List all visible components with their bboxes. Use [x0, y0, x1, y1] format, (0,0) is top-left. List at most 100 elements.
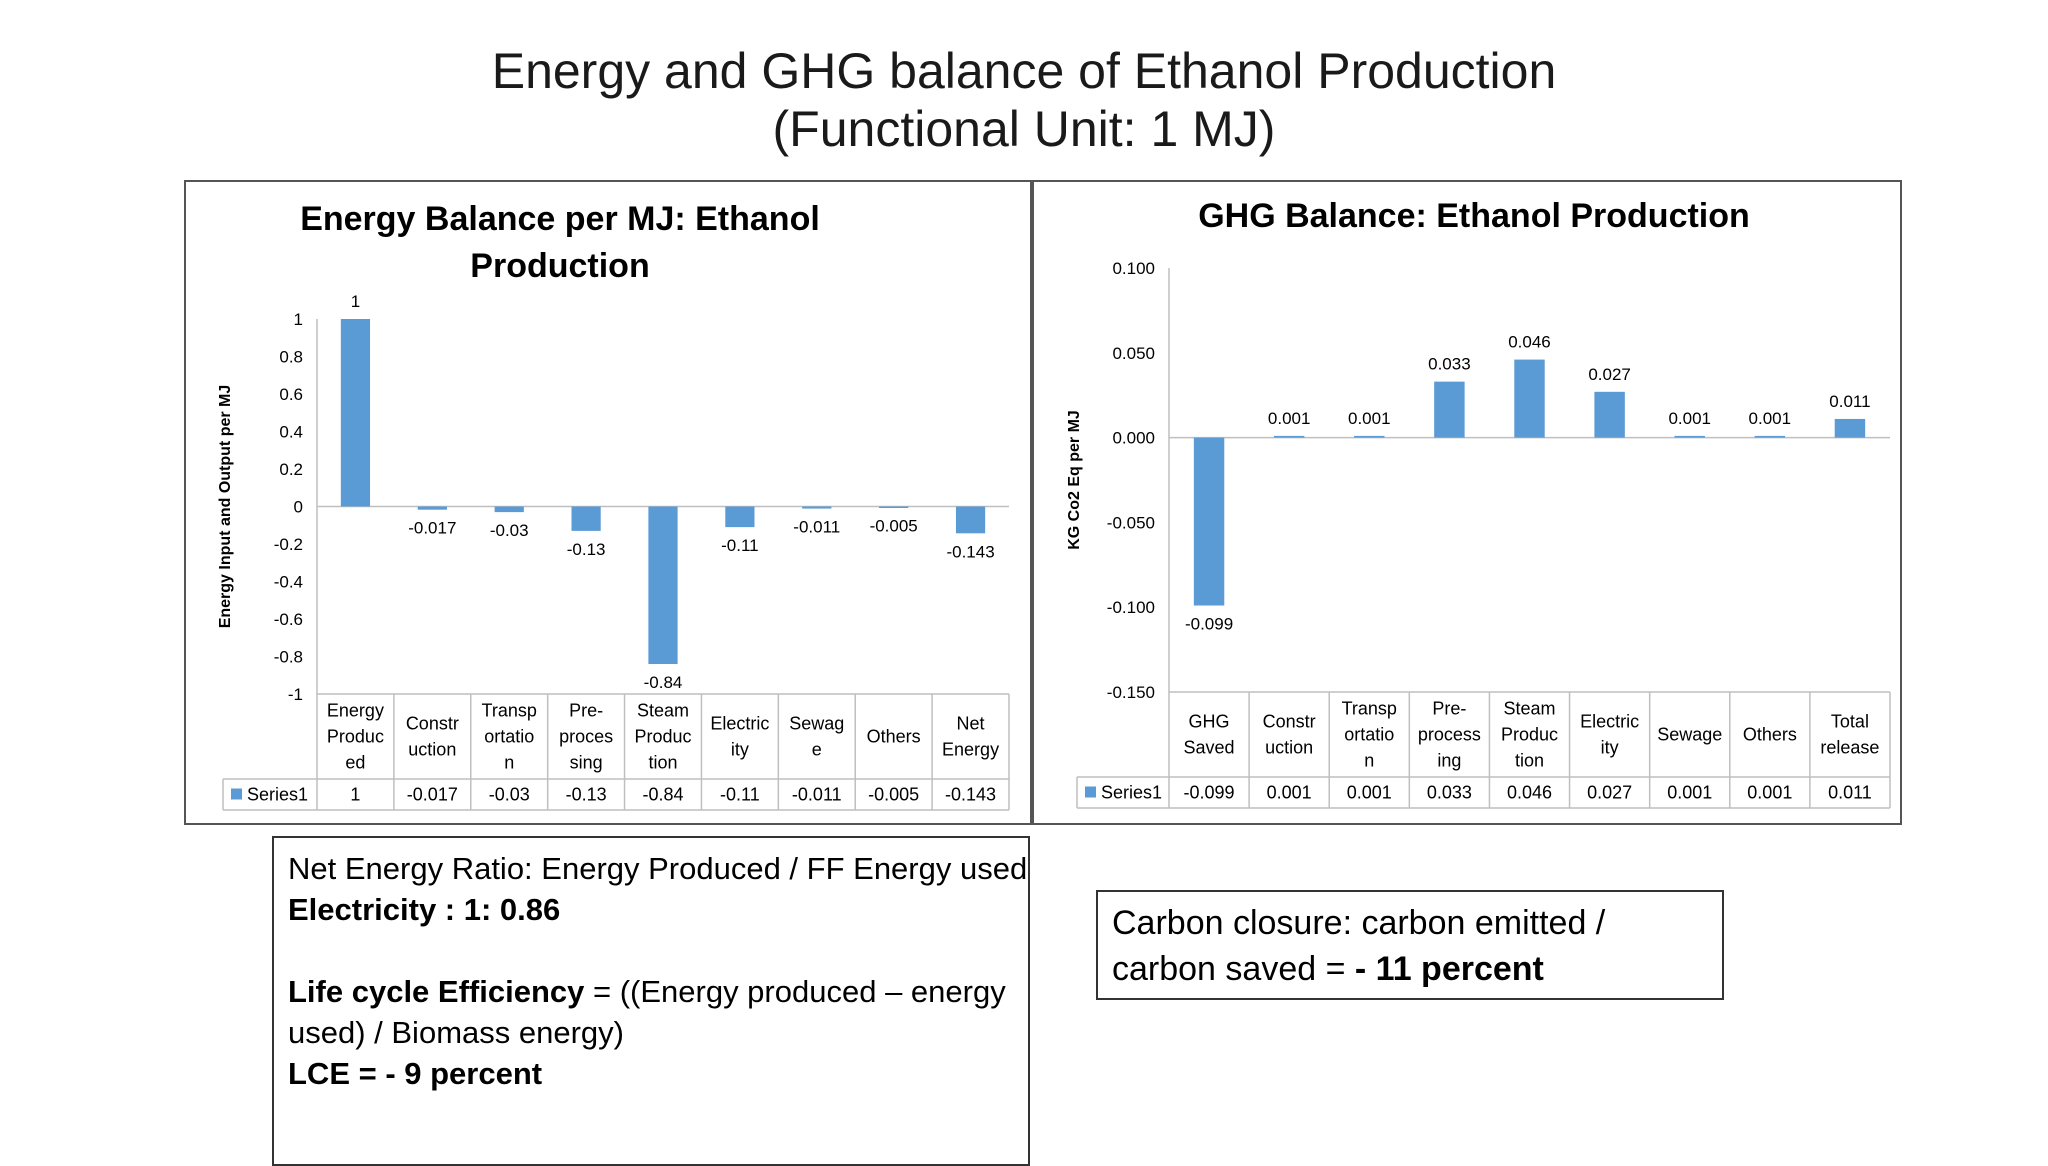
category-label: n [504, 753, 514, 773]
ner-line5: LCE = - 9 percent [288, 1056, 543, 1091]
category-label: ity [731, 740, 749, 760]
category-label: Saved [1184, 738, 1235, 758]
y-tick-label: -1 [288, 685, 303, 704]
data-label: -0.005 [870, 516, 918, 535]
category-label: e [812, 740, 822, 760]
ghg-balance-chart-frame: GHG Balance: Ethanol Production KG Co2 Eq… [1032, 180, 1902, 825]
chart-title-line2: Production [470, 247, 649, 285]
legend-key [231, 788, 242, 800]
cc-line2-bold: - 11 percent [1354, 950, 1544, 988]
category-label: Steam [637, 701, 689, 721]
bar [648, 506, 678, 664]
category-label: GHG [1189, 712, 1230, 732]
category-label: uction [408, 740, 456, 760]
data-label: -0.13 [567, 540, 606, 559]
category-label: Net [957, 714, 985, 734]
slide-title: Energy and GHG balance of Ethanol Produc… [0, 42, 2048, 158]
data-label: 0.001 [1348, 409, 1391, 428]
category-label: Energy [942, 740, 999, 760]
table-value: -0.005 [868, 785, 919, 805]
ner-line2: Electricity : 1: 0.86 [288, 892, 561, 927]
bar [1754, 435, 1786, 438]
category-label: Sewage [1657, 725, 1722, 745]
energy-balance-chart-frame: Energy Balance per MJ: Ethanol Production… [184, 180, 1032, 825]
y-tick-label: 1 [294, 310, 303, 329]
category-label: Sewag [789, 714, 844, 734]
bar [1273, 435, 1305, 438]
cc-line1: Carbon closure: carbon emitted / [1112, 904, 1606, 942]
category-label: sing [570, 753, 603, 773]
net-energy-ratio-box: Net Energy Ratio: Energy Produced / FF E… [272, 836, 1030, 1166]
category-label: Total [1831, 712, 1869, 732]
legend-key [1085, 786, 1096, 798]
energy-balance-chart: Energy Balance per MJ: Ethanol Production… [217, 200, 1010, 811]
table-value: -0.03 [489, 785, 530, 805]
data-label: 0.033 [1428, 355, 1471, 374]
ghg-balance-chart: GHG Balance: Ethanol Production KG Co2 Eq… [1066, 197, 1891, 809]
y-tick-label: 0.2 [279, 460, 303, 479]
bar [1674, 435, 1705, 438]
category-label: Produc [634, 727, 691, 747]
bar [955, 506, 986, 534]
y-tick-label: 0.4 [279, 423, 303, 442]
data-label: 1 [351, 292, 360, 311]
table-value: 0.001 [1747, 783, 1792, 803]
y-tick-label: 0.6 [279, 385, 303, 404]
carbon-closure-box: Carbon closure: carbon emitted / carbon … [1096, 890, 1724, 1000]
category-label: Electric [1580, 712, 1639, 732]
table-value: 0.001 [1347, 783, 1392, 803]
y-tick-label: -0.2 [274, 535, 303, 554]
category-label: Constr [1263, 712, 1316, 732]
ner-line3-bold: Life cycle Efficiency [288, 974, 585, 1009]
category-label: Others [1743, 725, 1797, 745]
category-label: Energy [327, 701, 384, 721]
y-axis-label: Energy Input and Output per MJ [217, 385, 234, 629]
bar [1594, 391, 1625, 438]
table-value: 1 [350, 785, 360, 805]
table-value: 0.001 [1267, 783, 1312, 803]
slide-title-line2: (Functional Unit: 1 MJ) [772, 101, 1276, 157]
category-label: ing [1437, 751, 1461, 771]
bar [1514, 359, 1545, 438]
category-label: Produc [1501, 725, 1558, 745]
table-value: -0.017 [407, 785, 458, 805]
y-tick-label: 0.000 [1112, 429, 1155, 448]
bar [802, 506, 832, 509]
cc-line2-normal: carbon saved = [1112, 950, 1355, 988]
category-label: Others [867, 727, 921, 747]
data-label: -0.143 [946, 542, 994, 561]
table-value: 0.011 [1828, 783, 1872, 803]
bar [571, 506, 601, 531]
table-value: -0.13 [566, 785, 607, 805]
table-value: -0.11 [720, 785, 760, 805]
data-label: 0.001 [1749, 409, 1792, 428]
table-value: 0.027 [1587, 783, 1632, 803]
y-tick-label: -0.4 [274, 573, 303, 592]
category-label: ed [345, 753, 365, 773]
data-label: 0.001 [1268, 409, 1311, 428]
y-tick-label: -0.100 [1107, 598, 1155, 617]
table-value: -0.143 [945, 785, 996, 805]
data-label: -0.017 [408, 519, 456, 538]
category-label: ortatio [484, 727, 534, 747]
table-value: 0.033 [1427, 783, 1472, 803]
data-label: 0.011 [1829, 392, 1870, 411]
category-label: proces [559, 727, 613, 747]
chart-title-line1: GHG Balance: Ethanol Production [1198, 197, 1750, 235]
data-label: -0.03 [490, 521, 529, 540]
chart-title-line1: Energy Balance per MJ: Ethanol [300, 200, 820, 238]
bar [1354, 435, 1385, 438]
category-label: Pre- [569, 701, 603, 721]
table-value: 0.046 [1507, 783, 1552, 803]
bar [1434, 381, 1465, 438]
y-tick-label: -0.6 [274, 610, 303, 629]
bar [340, 319, 371, 507]
data-label: -0.11 [721, 536, 759, 555]
category-label: uction [1265, 738, 1313, 758]
y-tick-label: 0.8 [279, 348, 303, 367]
bar [1193, 437, 1225, 606]
data-label: -0.84 [644, 673, 683, 692]
table-value: -0.099 [1184, 783, 1235, 803]
data-label: 0.046 [1508, 333, 1551, 352]
y-tick-label: -0.8 [274, 648, 303, 667]
